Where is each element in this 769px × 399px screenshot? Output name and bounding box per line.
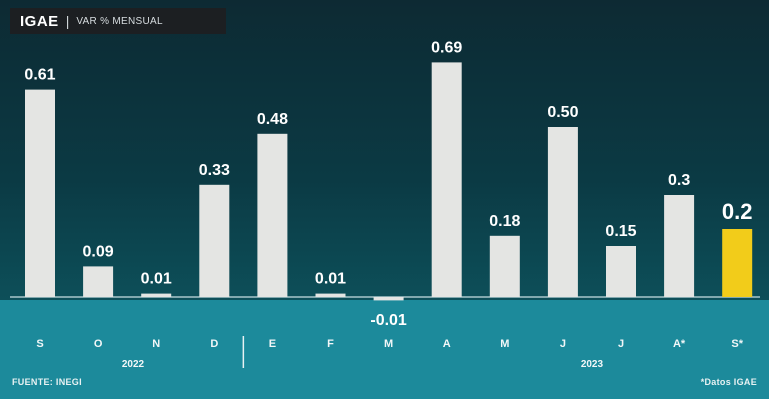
category-label-7: A — [443, 338, 451, 350]
bar-value-label-6: -0.01 — [370, 312, 407, 329]
category-label-6: M — [384, 338, 393, 350]
bar-value-label-3: 0.33 — [199, 162, 230, 179]
year-label-2023: 2023 — [581, 359, 604, 370]
bar-4 — [257, 133, 288, 297]
bar-1 — [83, 266, 114, 297]
chart-subtitle: VAR % MENSUAL — [76, 15, 163, 27]
bar-value-label-1: 0.09 — [83, 243, 114, 260]
bar-10 — [606, 246, 636, 297]
bar-5 — [315, 293, 346, 297]
category-label-5: F — [327, 338, 334, 350]
bar-9 — [547, 127, 578, 297]
bar-3 — [199, 184, 230, 297]
bar-value-label-4: 0.48 — [257, 111, 288, 128]
axis-band — [0, 300, 769, 399]
bar-value-label-2: 0.01 — [141, 271, 172, 288]
bar-11 — [664, 195, 695, 297]
category-label-11: A* — [673, 338, 686, 350]
bar-value-label-5: 0.01 — [315, 271, 346, 288]
category-label-3: D — [210, 338, 218, 350]
bar-value-label-9: 0.50 — [547, 104, 578, 121]
title-separator: | — [65, 13, 70, 29]
bar-value-label-8: 0.18 — [489, 213, 520, 230]
chart-title-bar: IGAE | VAR % MENSUAL — [10, 8, 226, 34]
year-label-2022: 2022 — [122, 359, 145, 370]
bar-value-label-12: 0.2 — [722, 199, 753, 224]
bar-value-label-0: 0.61 — [24, 67, 55, 84]
bar-value-label-11: 0.3 — [668, 172, 690, 189]
bar-12 — [722, 229, 753, 297]
bar-6 — [373, 297, 404, 301]
bar-0 — [25, 89, 55, 297]
chart-title: IGAE — [20, 12, 59, 30]
category-label-2: N — [152, 338, 160, 350]
category-label-1: O — [94, 338, 103, 350]
category-label-8: M — [500, 338, 509, 350]
category-label-0: S — [36, 338, 43, 350]
category-label-12: S* — [731, 338, 743, 350]
category-label-9: J — [560, 338, 566, 350]
source-text: FUENTE: INEGI — [12, 377, 82, 387]
category-label-10: J — [618, 338, 624, 350]
bar-value-label-10: 0.15 — [605, 223, 636, 240]
bar-value-label-7: 0.69 — [431, 39, 462, 56]
note-text: *Datos IGAE — [700, 377, 757, 387]
bar-8 — [489, 235, 520, 297]
bar-7 — [431, 62, 462, 298]
category-label-4: E — [269, 338, 276, 350]
bar-2 — [141, 293, 172, 297]
